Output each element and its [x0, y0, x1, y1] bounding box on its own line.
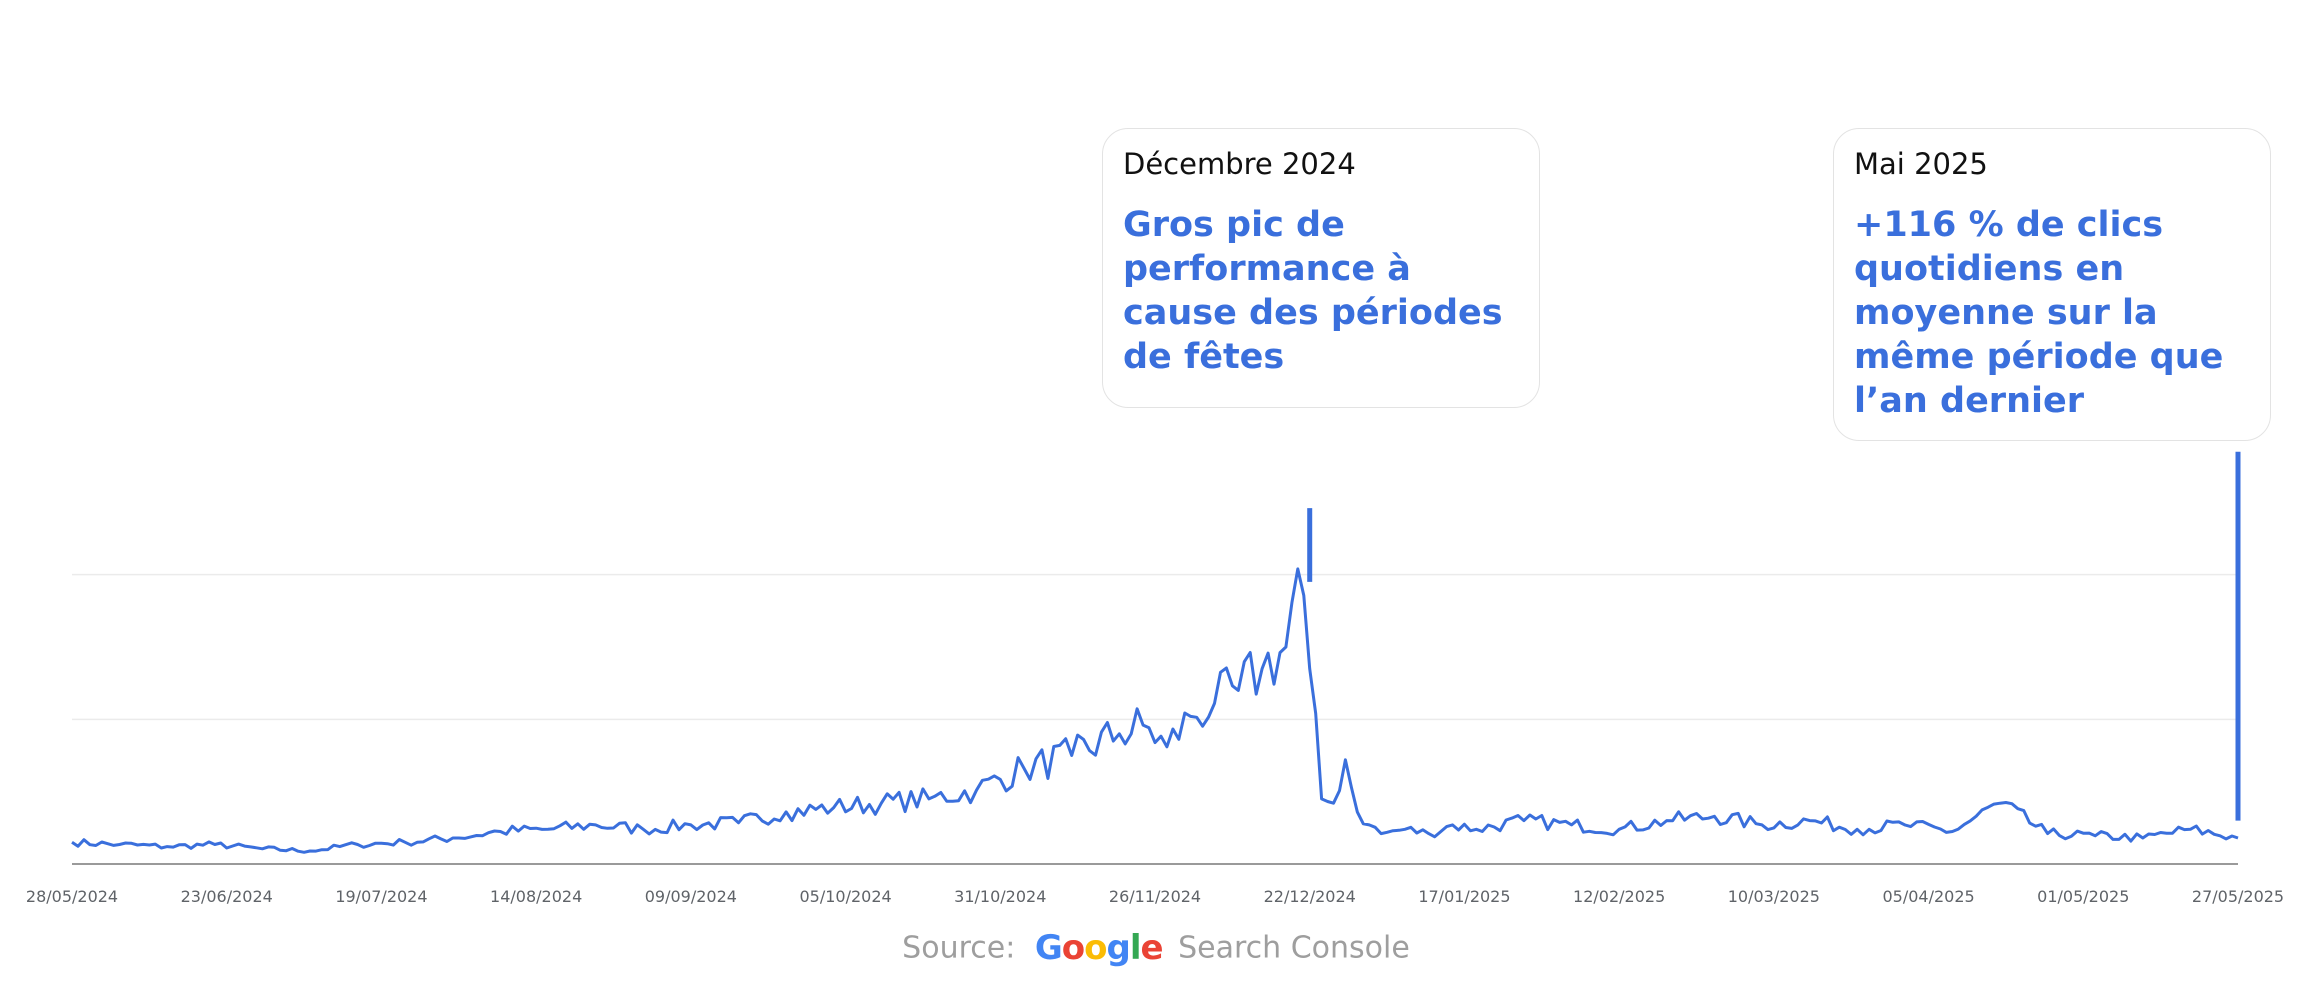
google-logo-letter: g — [1106, 928, 1131, 968]
callout-december-2024: Décembre 2024 Gros pic de performance à … — [1102, 128, 1540, 408]
callout-may-2025: Mai 2025 +116 % de clics quotidiens en m… — [1833, 128, 2271, 441]
x-tick-label: 31/10/2024 — [954, 887, 1046, 906]
x-tick-label: 14/08/2024 — [490, 887, 582, 906]
x-tick-label: 22/12/2024 — [1264, 887, 1356, 906]
callout-body: +116 % de clics quotidiens en moyenne su… — [1854, 205, 2224, 421]
x-tick-label: 12/02/2025 — [1573, 887, 1665, 906]
google-logo: Google — [1034, 928, 1164, 968]
x-tick-label: 01/05/2025 — [2037, 887, 2129, 906]
callout-body: Gros pic de performance à cause des péri… — [1123, 205, 1503, 377]
google-logo-letter: o — [1061, 928, 1085, 968]
google-logo-letter: G — [1034, 928, 1063, 968]
source-caption: Source: Google Search Console — [0, 928, 2312, 968]
x-tick-label: 26/11/2024 — [1109, 887, 1201, 906]
google-logo-letter: o — [1084, 928, 1107, 968]
x-tick-label: 17/01/2025 — [1418, 887, 1510, 906]
x-tick-label: 10/03/2025 — [1728, 887, 1820, 906]
x-tick-label: 05/10/2024 — [799, 887, 891, 906]
x-tick-label: 09/09/2024 — [645, 887, 737, 906]
callout-title: Décembre 2024 — [1123, 147, 1356, 181]
x-tick-label: 28/05/2024 — [26, 887, 118, 906]
series-line — [71, 567, 2239, 854]
source-product: Search Console — [1178, 930, 1410, 966]
google-logo-letter: l — [1129, 928, 1142, 968]
source-prefix: Source: — [902, 930, 1016, 966]
x-tick-label: 23/06/2024 — [181, 887, 273, 906]
x-tick-label: 19/07/2024 — [335, 887, 427, 906]
x-tick-label: 27/05/2025 — [2192, 887, 2284, 906]
google-logo-letter: e — [1140, 928, 1164, 968]
callout-title: Mai 2025 — [1854, 147, 1988, 181]
x-tick-label: 05/04/2025 — [1882, 887, 1974, 906]
